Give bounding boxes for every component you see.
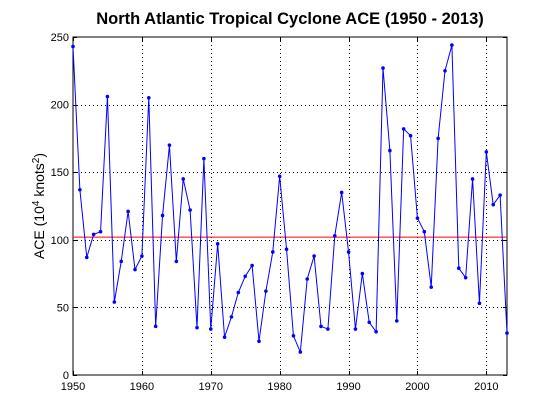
y-label-prefix: ACE (10 [31,206,47,259]
data-point [208,327,213,331]
data-point [388,148,392,153]
ace-series-line [72,44,508,353]
data-point [312,254,316,258]
data-point [450,43,454,47]
data-point [470,177,475,181]
data-point [236,290,241,295]
data-point [381,66,385,70]
data-point [222,335,227,339]
data-point [202,156,206,161]
data-point [126,209,130,214]
data-point [153,324,158,329]
y-label-suffix: ) [31,153,47,158]
data-point [160,213,165,218]
x-tick-label: 1950 [61,381,85,393]
data-point [422,229,427,234]
data-point [119,259,124,264]
data-point [277,174,282,179]
y-axis-label: ACE (104 knots2) [31,153,48,259]
data-point [305,277,310,281]
y-tick-labels: 0 50 100 150 200 250 [51,32,69,382]
data-point [436,136,440,141]
data-point [326,327,330,331]
data-point [146,96,151,100]
data-point [229,315,234,319]
data-point [188,208,192,212]
data-point [484,150,489,154]
data-point [243,274,248,279]
y-label-unit: knots [31,163,47,200]
data-point [270,250,275,254]
data-point [429,285,434,289]
data-point [215,242,220,246]
data-point [133,267,137,272]
data-point [477,301,482,306]
data-point [505,331,509,335]
data-point [174,259,179,264]
data-point [167,143,172,147]
x-tick-labels: 1950 1960 1970 1980 1990 2000 2010 [61,381,499,393]
grid-lines [73,37,507,375]
data-point [443,69,447,73]
x-tick-label: 1970 [199,381,223,393]
data-point [346,250,351,254]
y-tick-label: 0 [63,370,69,382]
data-point [284,247,289,252]
data-point [319,324,323,329]
y-label-exponent-1: 4 [31,200,42,206]
data-point [463,275,468,280]
data-point [105,94,110,99]
plot-area [72,36,508,376]
data-point [491,202,496,207]
data-point [360,271,365,276]
x-tick-label: 1990 [336,381,360,393]
data-point [498,193,502,197]
data-point [195,325,199,330]
data-point [78,187,82,192]
data-point [291,333,296,338]
x-tick-label: 2010 [474,381,498,393]
y-label-exponent-2: 2 [31,157,42,163]
data-point [71,44,75,49]
data-point [332,233,337,238]
data-point [367,320,372,325]
data-point [394,319,399,323]
axis-ticks [73,37,507,376]
x-tick-label: 1960 [130,381,154,393]
data-point [257,339,261,344]
data-point [401,127,406,131]
data-point [415,216,420,220]
data-point [84,255,89,260]
y-tick-label: 200 [51,100,69,112]
data-point [408,133,413,138]
data-point [112,300,117,304]
data-point [353,327,358,331]
data-point [181,177,186,181]
y-tick-label: 50 [57,302,69,314]
y-tick-label: 100 [51,235,69,247]
data-point [98,229,103,234]
data-point [298,350,303,354]
data-point [250,263,254,268]
data-point [374,329,378,334]
y-tick-label: 150 [51,167,69,179]
ace-data-points [71,43,509,354]
y-tick-label: 250 [51,32,69,44]
data-point [339,190,344,195]
x-tick-label: 2000 [405,381,429,393]
x-tick-label: 1980 [267,381,291,393]
data-point [264,289,268,293]
data-point [140,254,144,258]
chart-title: North Atlantic Tropical Cyclone ACE (195… [96,10,484,28]
data-point [91,232,96,237]
data-point [456,266,461,270]
